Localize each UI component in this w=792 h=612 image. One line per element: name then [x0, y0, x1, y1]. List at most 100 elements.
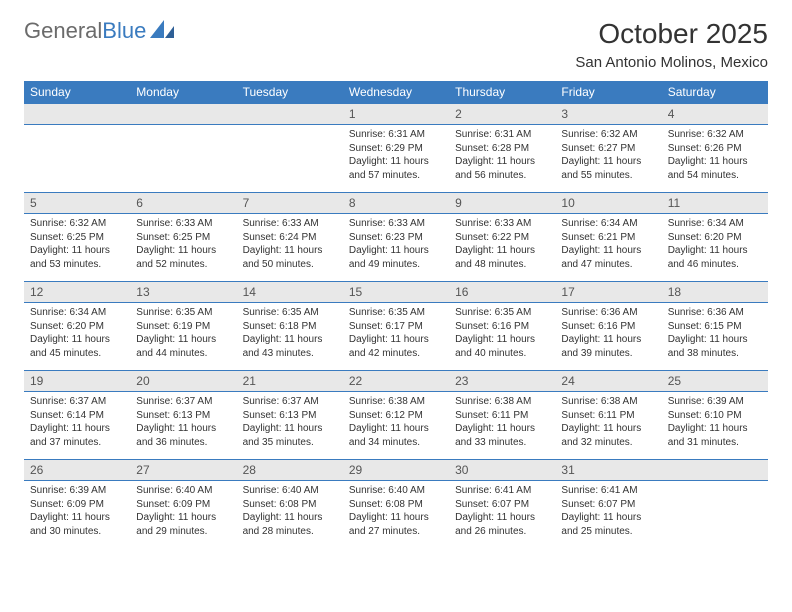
day-number: 29: [343, 460, 449, 480]
daylight-line: Daylight: 11 hours and 55 minutes.: [561, 155, 655, 182]
dow-header: Friday: [555, 81, 661, 104]
day-data-cell: Sunrise: 6:40 AMSunset: 6:08 PMDaylight:…: [343, 481, 449, 549]
day-number-cell: 12: [24, 282, 130, 303]
sunset-line: Sunset: 6:08 PM: [243, 498, 337, 512]
day-data: Sunrise: 6:35 AMSunset: 6:17 PMDaylight:…: [343, 303, 449, 366]
daylight-line: Daylight: 11 hours and 28 minutes.: [243, 511, 337, 538]
day-data-cell: Sunrise: 6:35 AMSunset: 6:16 PMDaylight:…: [449, 303, 555, 371]
day-data: Sunrise: 6:32 AMSunset: 6:25 PMDaylight:…: [24, 214, 130, 277]
daylight-line: Daylight: 11 hours and 39 minutes.: [561, 333, 655, 360]
day-data: Sunrise: 6:40 AMSunset: 6:08 PMDaylight:…: [237, 481, 343, 544]
day-data: Sunrise: 6:41 AMSunset: 6:07 PMDaylight:…: [449, 481, 555, 544]
day-data: [130, 125, 236, 134]
sunset-line: Sunset: 6:14 PM: [30, 409, 124, 423]
day-number: 2: [449, 104, 555, 124]
day-number: 31: [555, 460, 661, 480]
sunrise-line: Sunrise: 6:31 AM: [455, 128, 549, 142]
day-data-cell: Sunrise: 6:33 AMSunset: 6:24 PMDaylight:…: [237, 214, 343, 282]
day-number: 26: [24, 460, 130, 480]
sunrise-line: Sunrise: 6:33 AM: [136, 217, 230, 231]
brand-logo: GeneralBlue: [24, 18, 176, 44]
day-data-cell: Sunrise: 6:41 AMSunset: 6:07 PMDaylight:…: [555, 481, 661, 549]
sunrise-line: Sunrise: 6:36 AM: [668, 306, 762, 320]
day-number: 24: [555, 371, 661, 391]
day-number-cell: 25: [662, 371, 768, 392]
day-data-cell: Sunrise: 6:32 AMSunset: 6:25 PMDaylight:…: [24, 214, 130, 282]
day-number-cell: 24: [555, 371, 661, 392]
day-data: Sunrise: 6:31 AMSunset: 6:29 PMDaylight:…: [343, 125, 449, 188]
day-number-cell: 22: [343, 371, 449, 392]
sunset-line: Sunset: 6:09 PM: [30, 498, 124, 512]
sunset-line: Sunset: 6:09 PM: [136, 498, 230, 512]
day-data: Sunrise: 6:33 AMSunset: 6:23 PMDaylight:…: [343, 214, 449, 277]
daylight-line: Daylight: 11 hours and 26 minutes.: [455, 511, 549, 538]
day-number: 17: [555, 282, 661, 302]
day-number: 13: [130, 282, 236, 302]
day-data: Sunrise: 6:41 AMSunset: 6:07 PMDaylight:…: [555, 481, 661, 544]
daylight-line: Daylight: 11 hours and 30 minutes.: [30, 511, 124, 538]
daylight-line: Daylight: 11 hours and 40 minutes.: [455, 333, 549, 360]
sunset-line: Sunset: 6:18 PM: [243, 320, 337, 334]
day-number-cell: 28: [237, 460, 343, 481]
sunrise-line: Sunrise: 6:32 AM: [561, 128, 655, 142]
sunset-line: Sunset: 6:21 PM: [561, 231, 655, 245]
daylight-line: Daylight: 11 hours and 37 minutes.: [30, 422, 124, 449]
week-data-row: Sunrise: 6:39 AMSunset: 6:09 PMDaylight:…: [24, 481, 768, 549]
sunset-line: Sunset: 6:11 PM: [561, 409, 655, 423]
sunrise-line: Sunrise: 6:38 AM: [455, 395, 549, 409]
day-number: 16: [449, 282, 555, 302]
sunrise-line: Sunrise: 6:32 AM: [668, 128, 762, 142]
day-data-cell: Sunrise: 6:31 AMSunset: 6:29 PMDaylight:…: [343, 125, 449, 193]
day-number: 3: [555, 104, 661, 124]
day-number-cell: 14: [237, 282, 343, 303]
day-data-cell: Sunrise: 6:38 AMSunset: 6:12 PMDaylight:…: [343, 392, 449, 460]
day-number-cell: 9: [449, 193, 555, 214]
sunrise-line: Sunrise: 6:34 AM: [561, 217, 655, 231]
day-number: 30: [449, 460, 555, 480]
dow-header: Sunday: [24, 81, 130, 104]
day-number: 19: [24, 371, 130, 391]
day-number: 21: [237, 371, 343, 391]
daylight-line: Daylight: 11 hours and 45 minutes.: [30, 333, 124, 360]
day-number: 10: [555, 193, 661, 213]
day-number-cell: 23: [449, 371, 555, 392]
day-data: [662, 481, 768, 490]
calendar-table: SundayMondayTuesdayWednesdayThursdayFrid…: [24, 81, 768, 549]
day-number: 1: [343, 104, 449, 124]
sunset-line: Sunset: 6:11 PM: [455, 409, 549, 423]
day-data-cell: Sunrise: 6:39 AMSunset: 6:09 PMDaylight:…: [24, 481, 130, 549]
location-label: San Antonio Molinos, Mexico: [575, 54, 768, 71]
sunrise-line: Sunrise: 6:36 AM: [561, 306, 655, 320]
sunrise-line: Sunrise: 6:34 AM: [668, 217, 762, 231]
week-number-row: 12131415161718: [24, 282, 768, 303]
sunrise-line: Sunrise: 6:33 AM: [243, 217, 337, 231]
day-data: Sunrise: 6:32 AMSunset: 6:27 PMDaylight:…: [555, 125, 661, 188]
sunset-line: Sunset: 6:27 PM: [561, 142, 655, 156]
day-number: 5: [24, 193, 130, 213]
day-number-cell: [24, 104, 130, 125]
daylight-line: Daylight: 11 hours and 48 minutes.: [455, 244, 549, 271]
week-number-row: 19202122232425: [24, 371, 768, 392]
day-number: 7: [237, 193, 343, 213]
week-data-row: Sunrise: 6:34 AMSunset: 6:20 PMDaylight:…: [24, 303, 768, 371]
week-data-row: Sunrise: 6:37 AMSunset: 6:14 PMDaylight:…: [24, 392, 768, 460]
day-number: 14: [237, 282, 343, 302]
week-data-row: Sunrise: 6:31 AM Sunset: 6:29 PM Daylight:…: [24, 125, 768, 193]
sunset-line: Sunset: 6:29 PM: [349, 142, 443, 156]
daylight-line: Daylight: 11 hours and 25 minutes.: [561, 511, 655, 538]
title-block: October 2025 San Antonio Molinos, Mexico: [575, 18, 768, 71]
day-number-cell: 6: [130, 193, 236, 214]
sunrise-line: Sunrise: 6:39 AM: [30, 484, 124, 498]
day-number-cell: 31: [555, 460, 661, 481]
sunrise-line: Sunrise: 6:37 AM: [30, 395, 124, 409]
brand-part1: General: [24, 18, 102, 44]
day-data: Sunrise: 6:34 AMSunset: 6:20 PMDaylight:…: [662, 214, 768, 277]
day-data: [24, 125, 130, 134]
day-data: Sunrise: 6:37 AMSunset: 6:13 PMDaylight:…: [237, 392, 343, 455]
sunset-line: Sunset: 6:19 PM: [136, 320, 230, 334]
sunset-line: Sunset: 6:20 PM: [30, 320, 124, 334]
daylight-line: Daylight: 11 hours and 50 minutes.: [243, 244, 337, 271]
sunrise-line: Sunrise: 6:38 AM: [349, 395, 443, 409]
sunset-line: Sunset: 6:13 PM: [243, 409, 337, 423]
sunset-line: Sunset: 6:07 PM: [455, 498, 549, 512]
